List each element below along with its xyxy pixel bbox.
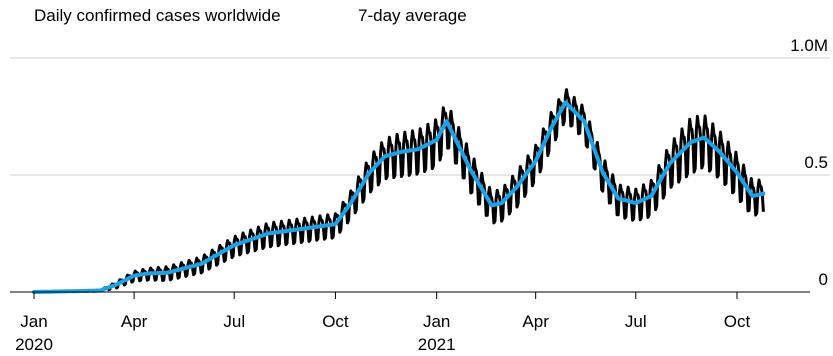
x-tick-label: Jul [223,312,245,331]
x-axis-ticks: Jan 2020 Apr Jul Oct Jan 2021 Apr Jul Oct [15,292,750,354]
legend-daily-label: Daily confirmed cases worldwide [34,6,281,25]
x-tick-year-label: 2020 [15,335,53,354]
y-tick-label: 0.5 [804,153,828,172]
x-tick-label: Jul [625,312,647,331]
seven-day-average-line [32,100,766,294]
y-tick-label: 0 [819,270,828,289]
daily-cases-line [33,88,765,294]
x-tick-label: Jan [20,312,47,331]
x-tick-label: Apr [522,312,549,331]
legend-average-label: 7-day average [358,6,467,25]
x-tick-label: Apr [121,312,148,331]
x-tick-label: Jan [423,312,450,331]
x-tick-year-label: 2021 [418,335,456,354]
gridlines [10,57,830,176]
x-tick-label: Oct [724,312,751,331]
y-tick-label: 1.0M [790,36,828,55]
x-tick-label: Oct [322,312,349,331]
y-axis-labels: 0 0.5 1.0M [790,36,828,289]
